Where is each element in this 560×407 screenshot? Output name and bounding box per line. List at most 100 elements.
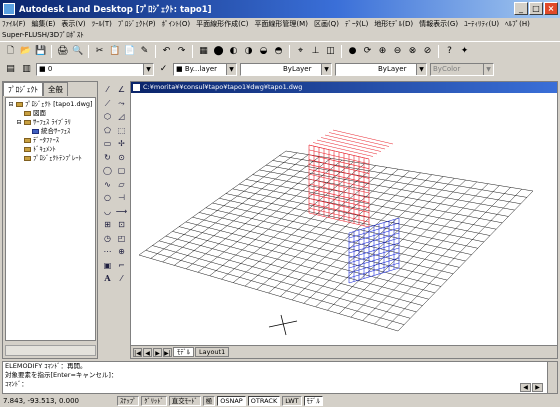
command-window[interactable]: ELEMODIFY ｺﾏﾝﾄﾞ：再開。 対象要素を指示[Enter=キャンセル]…: [2, 361, 558, 394]
draw-tool-icon[interactable]: A: [104, 273, 111, 283]
toolbar-tool-icon[interactable]: 💾: [35, 45, 47, 56]
draw-tool-icon[interactable]: ◯: [103, 166, 112, 175]
draw-tool-icon[interactable]: ⬚: [117, 125, 126, 135]
layer-state-icon[interactable]: ▥: [22, 64, 31, 74]
color-select[interactable]: ■ By...layer ▼: [173, 63, 237, 76]
scroll-right-icon[interactable]: ▶: [532, 383, 543, 392]
menu-item[interactable]: 平面線形管理(M): [254, 20, 308, 28]
tree-scrollbar[interactable]: [5, 345, 96, 356]
chevron-down-icon[interactable]: ▼: [226, 64, 236, 75]
tree-item[interactable]: ﾌﾟﾛｼﾞｪｸﾄﾃﾝﾌﾟﾚｰﾄ: [8, 154, 93, 163]
layer-manager-icon[interactable]: ▤: [6, 64, 15, 74]
tree-item[interactable]: ﾄﾞｷｭﾒﾝﾄ: [8, 145, 93, 154]
menu-item[interactable]: ﾂｰﾙ(T): [91, 20, 112, 28]
status-toggle-button[interactable]: OSNAP: [217, 396, 246, 406]
toolbar-tool-icon[interactable]: ◑: [244, 45, 253, 56]
draw-tool-icon[interactable]: ⊣: [118, 193, 125, 202]
toolbar-tool-icon[interactable]: ⊘: [423, 45, 432, 56]
toolbar-tool-icon[interactable]: ⊕: [378, 45, 387, 56]
lineweight-select[interactable]: ByLayer ▼: [335, 63, 427, 76]
tree-item[interactable]: ⊟ ｻｰﾌｪｽ ﾗｲﾌﾞﾗﾘ: [8, 118, 93, 127]
tree-item[interactable]: 統合ｻｰﾌｪｽ: [8, 127, 93, 136]
chevron-down-icon[interactable]: ▼: [416, 64, 426, 75]
draw-tool-icon[interactable]: ⋯: [103, 247, 112, 256]
draw-tool-icon[interactable]: ◷: [104, 233, 111, 243]
chevron-down-icon[interactable]: ▼: [321, 64, 331, 75]
draw-tool-icon[interactable]: ⊡: [118, 220, 125, 229]
last-tab-icon[interactable]: ▶|: [163, 347, 172, 357]
expand-toggle-icon[interactable]: ⊟: [16, 119, 22, 126]
menu-item[interactable]: 区画(Q): [313, 20, 339, 28]
tab-general[interactable]: 全般: [43, 82, 68, 96]
toolbar-tool-icon[interactable]: 🖨: [57, 45, 69, 56]
draw-tool-icon[interactable]: ▭: [103, 139, 112, 148]
next-tab-icon[interactable]: ▶: [153, 347, 162, 357]
draw-tool-icon[interactable]: ∠: [117, 85, 126, 94]
toolbar-tool-icon[interactable]: ◫: [326, 45, 335, 56]
draw-tool-icon[interactable]: ✢: [118, 139, 125, 148]
toolbar-tool-icon[interactable]: ⊖: [393, 45, 402, 56]
first-tab-icon[interactable]: |◀: [133, 347, 142, 357]
draw-tool-icon[interactable]: ⤳: [118, 98, 125, 108]
toolbar-tool-icon[interactable]: ✂: [95, 45, 104, 56]
toolbar-tool-icon[interactable]: 🗋: [6, 45, 15, 56]
draw-tool-icon[interactable]: ▢: [117, 166, 126, 175]
chevron-down-icon[interactable]: ▼: [143, 64, 153, 75]
draw-tool-icon[interactable]: ◰: [117, 233, 126, 243]
draw-tool-icon[interactable]: ⟋: [104, 98, 111, 108]
status-toggle-button[interactable]: ﾓﾃﾞﾙ: [303, 396, 323, 406]
draw-tool-icon[interactable]: ⁄: [106, 85, 109, 94]
draw-tool-icon[interactable]: ◿: [118, 112, 125, 121]
toolbar-tool-icon[interactable]: ⊗: [408, 45, 417, 56]
toolbar-tool-icon[interactable]: ✎: [140, 45, 149, 56]
toolbar-tool-icon[interactable]: ⬤: [213, 45, 224, 56]
tree-item[interactable]: 図面: [8, 109, 93, 118]
menu-item[interactable]: 情報表示(G): [419, 20, 459, 28]
toolbar-tool-icon[interactable]: ▦: [199, 45, 208, 56]
tree-item[interactable]: ﾃﾞｰﾀﾌｧｰｽ: [8, 136, 93, 145]
toolbar-tool-icon[interactable]: ⊥: [311, 45, 320, 56]
toolbar-tool-icon[interactable]: ●: [348, 45, 357, 56]
tree-item[interactable]: ⊟ ﾌﾟﾛｼﾞｪｸﾄ [tapo1.dwg]: [8, 100, 93, 109]
status-toggle-button[interactable]: ｽﾅｯﾌﾟ: [117, 396, 140, 406]
toolbar-tool-icon[interactable]: ⟳: [363, 45, 372, 56]
make-current-icon[interactable]: ✓: [159, 64, 168, 74]
draw-tool-icon[interactable]: ▱: [118, 179, 125, 189]
menu-item[interactable]: 編集(E): [31, 20, 56, 28]
draw-tool-icon[interactable]: ∿: [104, 179, 111, 189]
toolbar-tool-icon[interactable]: ◒: [259, 45, 268, 56]
tab-model[interactable]: ﾓﾃﾞﾙ: [173, 347, 194, 357]
status-toggle-button[interactable]: ｸﾞﾘｯﾄﾞ: [141, 396, 167, 406]
draw-tool-icon[interactable]: ⊕: [118, 247, 125, 256]
status-toggle-button[interactable]: 極: [202, 396, 216, 406]
draw-tool-icon[interactable]: ⊙: [118, 152, 125, 162]
draw-tool-icon[interactable]: ⬡: [104, 112, 111, 121]
draw-tool-icon[interactable]: ⁄: [120, 274, 123, 283]
menu-item[interactable]: 平面線形作成(C): [196, 20, 249, 28]
draw-tool-icon[interactable]: ◡: [104, 206, 111, 216]
toolbar-tool-icon[interactable]: ◓: [274, 45, 283, 56]
status-toggle-button[interactable]: 直交ﾓｰﾄﾞ: [168, 396, 201, 406]
scroll-left-icon[interactable]: ◀: [520, 383, 531, 392]
toolbar-tool-icon[interactable]: ✦: [460, 45, 469, 56]
maximize-button[interactable]: □: [529, 2, 543, 15]
draw-tool-icon[interactable]: ▣: [103, 260, 112, 270]
linetype-select[interactable]: ByLayer ▼: [240, 63, 332, 76]
expand-toggle-icon[interactable]: ⊟: [8, 101, 14, 108]
model-space-canvas[interactable]: [131, 93, 557, 345]
menu-item[interactable]: ﾌﾟﾛｼﾞｪｸﾄ(P): [117, 20, 156, 28]
menu-item[interactable]: 表示(V): [61, 20, 86, 28]
tab-project[interactable]: ﾌﾟﾛｼﾞｪｸﾄ: [3, 82, 43, 96]
draw-tool-icon[interactable]: ○: [104, 193, 111, 202]
minimize-button[interactable]: _: [514, 2, 528, 15]
toolbar-tool-icon[interactable]: 📂: [20, 45, 32, 56]
toolbar-tool-icon[interactable]: ◐: [229, 45, 238, 56]
draw-tool-icon[interactable]: ⌐: [118, 260, 125, 270]
toolbar-tool-icon[interactable]: ↷: [177, 45, 186, 56]
toolbar-tool-icon[interactable]: 📄: [124, 45, 136, 56]
tab-layout1[interactable]: Layout1: [195, 347, 230, 357]
draw-tool-icon[interactable]: ⬠: [104, 125, 111, 135]
menu-item[interactable]: ﾌｧｲﾙ(F): [2, 20, 26, 28]
menu-item[interactable]: ﾎﾟｲﾝﾄ(O): [161, 20, 191, 28]
draw-tool-icon[interactable]: ⟶: [115, 206, 128, 216]
